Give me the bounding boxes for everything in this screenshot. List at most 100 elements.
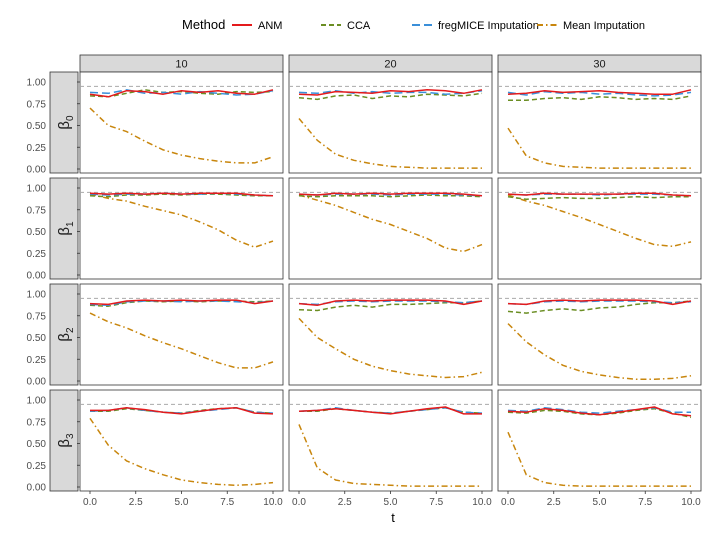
x-tick-label: 5.0 (593, 497, 607, 508)
series-line-anm (298, 192, 483, 197)
legend-label-anm: ANM (258, 20, 282, 32)
x-tick-label: 10.0 (472, 497, 492, 508)
y-tick-label: 0.50 (27, 333, 47, 344)
legend: Method ANM CCA fregMICE Imputation Mean Imp… (182, 17, 645, 32)
series-line-anm (507, 192, 692, 197)
row-strip-subscript: 3 (65, 433, 76, 439)
x-tick-label: 2.5 (129, 497, 143, 508)
panel-border (288, 177, 493, 280)
panel (288, 71, 493, 174)
y-tick-label: 0.50 (27, 227, 47, 238)
series-line-cca (508, 95, 692, 102)
panel (79, 177, 284, 280)
row-strip-label: β2 (56, 327, 76, 342)
x-tick-label: 5.0 (384, 497, 398, 508)
panel (288, 177, 493, 280)
panel-border (79, 177, 284, 280)
row-strip-label: β0 (56, 115, 76, 130)
series-line-anm (298, 406, 482, 415)
series-line-mean-imputation (89, 417, 274, 487)
series-line-cca (89, 193, 273, 198)
series-line-anm (507, 406, 692, 417)
series-line-mean-imputation (507, 127, 691, 169)
y-tick-label: 0.25 (27, 143, 47, 154)
panel (79, 283, 284, 386)
row-strip-symbol: β (56, 333, 73, 342)
x-tick-label: 5.0 (175, 497, 189, 508)
panel (497, 283, 702, 386)
y-tick-label: 0.00 (27, 165, 47, 176)
series-line-mean-imputation (298, 317, 483, 379)
y-tick-label: 1.00 (27, 184, 47, 195)
x-tick-label: 0.0 (292, 497, 306, 508)
panel (288, 283, 493, 386)
series-line-fregmice-imputation (89, 89, 274, 96)
x-tick-label: 10.0 (263, 497, 283, 508)
series-line-fregmice-imputation (298, 89, 483, 95)
x-tick-label: 7.5 (220, 497, 234, 508)
row-strip-symbol: β (56, 227, 73, 236)
series-line-mean-imputation (507, 323, 692, 381)
legend-label-cca: CCA (347, 20, 371, 32)
y-tick-label: 0.00 (27, 483, 47, 494)
panel-border (497, 283, 702, 386)
row-strip-subscript: 1 (65, 221, 76, 227)
row-strip-subscript: 2 (65, 327, 76, 333)
series-line-mean-imputation (89, 312, 274, 369)
y-tick-label: 0.75 (27, 99, 47, 110)
panel-border (79, 389, 284, 492)
series-line-cca (298, 92, 483, 101)
series-line-anm (507, 89, 692, 95)
x-tick-label: 7.5 (429, 497, 443, 508)
y-tick-label: 0.75 (27, 311, 47, 322)
x-tick-label: 0.0 (501, 497, 515, 508)
panel-border (79, 71, 284, 174)
panel (79, 389, 284, 492)
y-tick-label: 1.00 (27, 290, 47, 301)
series-line-cca (298, 194, 483, 198)
panel (497, 71, 702, 174)
y-tick-label: 0.75 (27, 205, 47, 216)
series-line-fregmice-imputation (507, 407, 691, 414)
series-line-anm (298, 299, 483, 307)
legend-label-fregmice-imputation: fregMICE Imputation (438, 20, 539, 32)
y-tick-label: 0.25 (27, 249, 47, 260)
x-tick-label: 10.0 (681, 497, 701, 508)
row-strip-label: β1 (56, 221, 76, 236)
row-strip-symbol: β (56, 121, 73, 130)
series-line-fregmice-imputation (507, 90, 692, 97)
panel-border (497, 177, 702, 280)
panel (288, 389, 493, 492)
panel-border (79, 283, 284, 386)
row-strip-label: β3 (56, 433, 76, 448)
legend-title: Method (182, 17, 225, 32)
y-tick-label: 0.00 (27, 377, 47, 388)
column-strip-label: 30 (593, 59, 605, 71)
x-tick-label: 2.5 (547, 497, 561, 508)
series-line-mean-imputation (298, 194, 483, 253)
series-line-mean-imputation (507, 194, 692, 248)
panel-border (288, 71, 493, 174)
row-strip (49, 71, 79, 174)
series-line-mean-imputation (89, 193, 274, 248)
series-line-mean-imputation (298, 424, 482, 487)
x-axis-label: t (391, 510, 395, 525)
x-tick-label: 7.5 (638, 497, 652, 508)
series-line-mean-imputation (89, 107, 274, 164)
x-tick-label: 0.0 (83, 497, 97, 508)
series-line-cca (507, 195, 691, 201)
panel-border (288, 389, 493, 492)
series-line-mean-imputation (298, 118, 482, 169)
row-strip (49, 283, 79, 386)
series-line-anm (298, 89, 483, 96)
x-tick-label: 2.5 (338, 497, 352, 508)
panel-border (288, 283, 493, 386)
series-line-anm (89, 299, 274, 306)
series-line-cca (89, 89, 274, 98)
panel-border (497, 71, 702, 174)
series-line-mean-imputation (507, 431, 691, 487)
y-tick-label: 0.25 (27, 461, 47, 472)
column-strip-label: 10 (175, 59, 187, 71)
